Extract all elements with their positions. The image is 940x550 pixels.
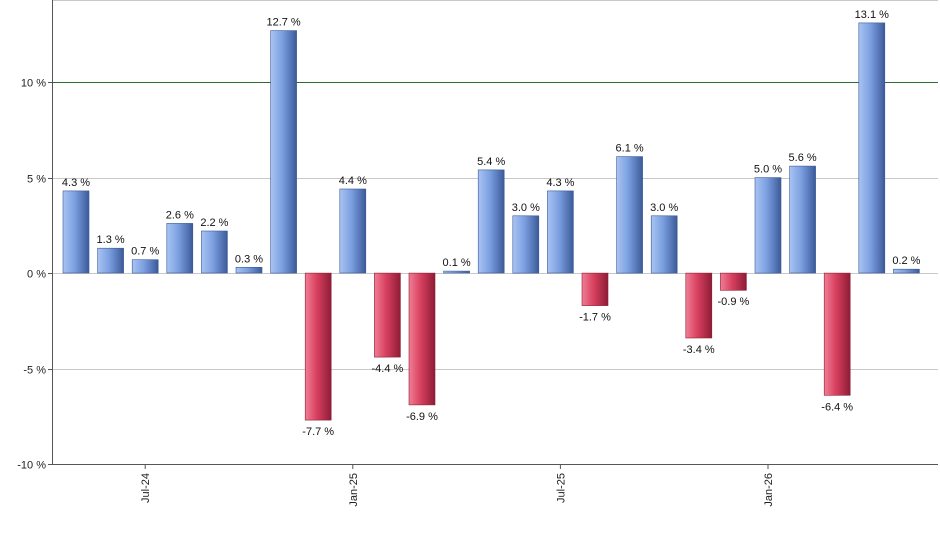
x-tick-label: Jan-26	[763, 473, 775, 507]
bar	[477, 169, 505, 274]
data-label: 0.1 %	[443, 257, 471, 269]
data-labels: 4.3 % 1.3 % 0.7 % 2.6 % 2.2 % 0.3 % 12.7 % -7.7…	[62, 9, 921, 438]
x-tick-label: Jul-24	[140, 473, 152, 503]
data-label: -6.9 %	[406, 411, 438, 423]
bar	[270, 30, 297, 274]
data-label: 1.3 %	[97, 234, 125, 246]
bar	[62, 190, 90, 274]
bar	[339, 188, 367, 274]
bar	[131, 259, 159, 274]
bar	[201, 230, 228, 274]
data-label: 13.1 %	[855, 9, 889, 21]
data-label: 12.7 %	[266, 17, 300, 29]
bar	[823, 272, 851, 396]
x-tick-label: Jan-25	[348, 473, 360, 507]
data-label: 0.2 %	[892, 255, 920, 267]
data-label: 5.6 %	[789, 152, 817, 164]
data-label: 4.3 %	[62, 177, 90, 189]
data-label: -6.4 %	[821, 401, 853, 413]
bars	[62, 22, 920, 421]
data-label: -4.4 %	[372, 363, 404, 375]
data-label: 5.0 %	[754, 164, 782, 176]
bar	[581, 272, 609, 306]
bar	[408, 272, 436, 406]
data-label: 6.1 %	[616, 143, 644, 155]
bar	[858, 22, 886, 274]
bar	[374, 272, 401, 358]
y-tick-label: 5 %	[27, 174, 46, 186]
bar	[685, 272, 713, 339]
bar	[720, 272, 747, 291]
x-tick-label: Jul-25	[555, 473, 567, 503]
bar	[789, 165, 816, 274]
data-label: -7.7 %	[302, 426, 334, 438]
data-label: 0.3 %	[235, 253, 263, 265]
data-label: -3.4 %	[683, 344, 715, 356]
bar	[893, 268, 920, 274]
bar	[650, 215, 678, 274]
data-label: 3.0 %	[512, 202, 540, 214]
y-tick-label: -10 %	[17, 460, 46, 472]
bar	[235, 266, 263, 274]
bar	[443, 270, 470, 274]
bar	[547, 190, 574, 274]
bar	[616, 156, 643, 274]
data-label: 2.2 %	[200, 217, 228, 229]
axes: 10 % 5 % 0 % -5 % -10 % Jul-24 Jan-25 Jul-25 Jan…	[17, 0, 938, 507]
data-label: 4.3 %	[546, 177, 574, 189]
y-tick-label: 0 %	[27, 269, 46, 281]
data-label: 2.6 %	[166, 209, 194, 221]
data-label: -1.7 %	[579, 312, 611, 324]
bar	[754, 177, 782, 274]
data-label: 5.4 %	[477, 156, 505, 168]
data-label: 0.7 %	[131, 246, 159, 258]
bar	[166, 223, 194, 274]
bar	[304, 272, 332, 421]
data-label: -0.9 %	[718, 296, 750, 308]
bar	[512, 215, 540, 274]
y-tick-label: 10 %	[21, 78, 46, 90]
bar	[97, 247, 124, 274]
y-tick-label: -5 %	[23, 365, 46, 377]
data-label: 4.4 %	[339, 175, 367, 187]
data-label: 3.0 %	[650, 202, 678, 214]
